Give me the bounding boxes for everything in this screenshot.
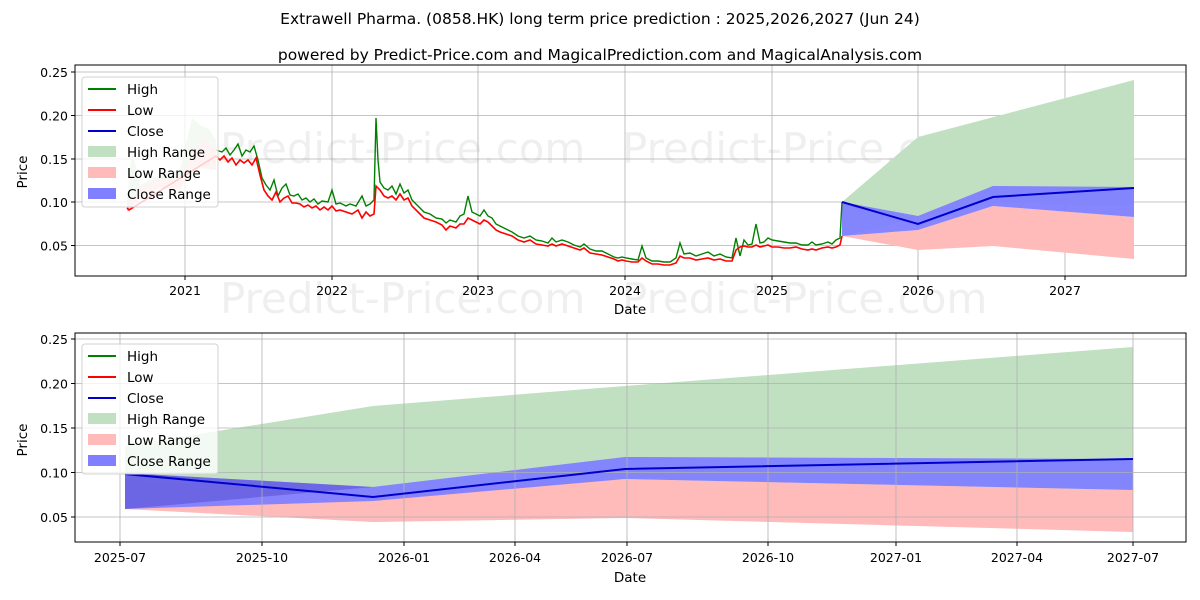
y-tick: 0.20 (40, 377, 68, 392)
bottom-legend: High Low Close High Range Low Range Clos… (81, 343, 219, 475)
y-tick: 0.10 (40, 195, 68, 210)
x-tick: 2022 (316, 283, 348, 298)
x-tick: 2025-07 (94, 550, 146, 565)
chart-title: Extrawell Pharma. (0858.HK) long term pr… (280, 10, 920, 28)
x-tick: 2027 (1049, 283, 1081, 298)
legend-close-range-swatch (88, 455, 116, 466)
legend-high-range: High Range (127, 412, 205, 428)
legend-high-range-swatch (88, 146, 116, 157)
x-axis-label: Date (614, 570, 646, 586)
legend-low-range: Low Range (127, 166, 201, 182)
top-chart: Predict-Price.com Predict-Price.com Pred… (15, 64, 1187, 323)
y-tick: 0.25 (40, 65, 68, 80)
legend-low-range: Low Range (127, 433, 201, 449)
y-axis-label: Price (15, 156, 31, 189)
legend-low: Low (127, 103, 154, 119)
chart-subtitle: powered by Predict-Price.com and Magical… (277, 46, 923, 64)
legend-high: High (127, 349, 158, 365)
x-tick: 2027-07 (1107, 550, 1159, 565)
y-tick: 0.20 (40, 109, 68, 124)
watermark: Predict-Price.com (220, 124, 585, 173)
watermark: Predict-Price.com (622, 274, 987, 323)
x-axis-label: Date (614, 302, 646, 318)
legend-close-range: Close Range (127, 454, 211, 470)
x-tick: 2027-01 (870, 550, 922, 565)
bottom-low-range-area (125, 479, 1133, 532)
legend-high: High (127, 82, 158, 98)
legend-high-range: High Range (127, 145, 205, 161)
y-tick: 0.10 (40, 466, 68, 481)
x-tick: 2025-10 (236, 550, 288, 565)
legend-close: Close (127, 391, 164, 407)
top-axes-frame (74, 64, 1187, 277)
y-tick: 0.15 (40, 152, 68, 167)
bottom-close-line (124, 458, 1134, 499)
top-legend: High Low Close High Range Low Range Clos… (81, 76, 219, 208)
legend-close-range: Close Range (127, 187, 211, 203)
watermark: Predict-Price.com (220, 274, 585, 323)
top-low-range-area (842, 206, 1134, 259)
bottom-chart: Predict-Price.com Predict-Price.com (15, 332, 1187, 586)
legend-low-range-swatch (88, 434, 116, 445)
x-tick: 2026 (902, 283, 934, 298)
x-tick: 2021 (169, 283, 201, 298)
y-axis-label: Price (15, 424, 31, 457)
top-close-line (841, 187, 1135, 226)
x-tick: 2026-10 (742, 550, 794, 565)
y-tick: 0.25 (40, 332, 68, 347)
bottom-axes-frame (74, 332, 1187, 543)
y-tick: 0.05 (40, 239, 68, 254)
x-tick: 2026-01 (378, 550, 430, 565)
y-tick: 0.05 (40, 510, 68, 525)
x-tick: 2024 (609, 283, 641, 298)
y-tick: 0.15 (40, 421, 68, 436)
legend-high-range-swatch (88, 413, 116, 424)
x-tick: 2026-07 (601, 550, 653, 565)
legend-close-range-swatch (88, 188, 116, 199)
x-tick: 2026-04 (489, 550, 541, 565)
x-tick: 2025 (756, 283, 788, 298)
x-tick: 2023 (462, 283, 494, 298)
x-tick: 2027-04 (991, 550, 1043, 565)
legend-low-range-swatch (88, 167, 116, 178)
high-line (215, 117, 843, 263)
low-line (126, 154, 843, 266)
legend-close: Close (127, 124, 164, 140)
legend-low: Low (127, 370, 154, 386)
